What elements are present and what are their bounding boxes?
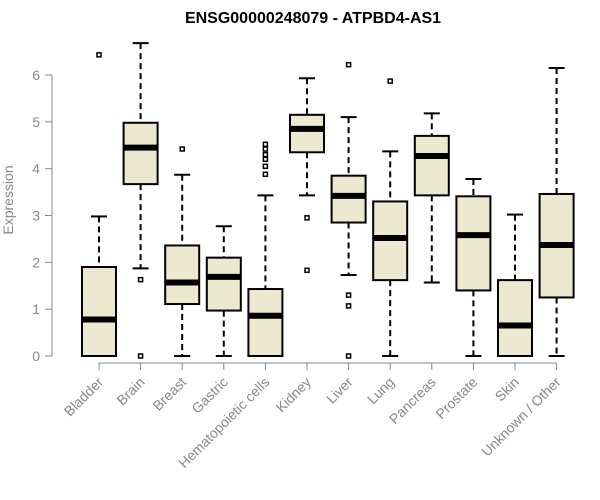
y-tick-label: 3 [32, 208, 40, 224]
box-prostate [455, 177, 492, 357]
box-lung [372, 78, 409, 357]
outlier-point [262, 146, 269, 152]
outlier-point [262, 151, 269, 158]
y-tick-label: 1 [32, 301, 40, 317]
outlier-point [345, 353, 352, 359]
outlier-point [262, 163, 269, 170]
y-tick-label: 6 [32, 67, 40, 83]
y-tick-label: 2 [32, 254, 40, 270]
iqr-box [497, 279, 533, 358]
box-unknown-other [538, 66, 575, 357]
box-liver [330, 61, 367, 359]
box-gastric [205, 225, 242, 357]
box-bladder [81, 52, 117, 357]
x-tick-label: Breast [149, 374, 189, 414]
y-tick-label: 5 [32, 114, 40, 130]
chart-title: ENSG00000248079 - ATPBD4-AS1 [185, 10, 441, 27]
outlier-point [345, 292, 352, 298]
iqr-box [413, 134, 450, 197]
iqr-box [330, 174, 367, 224]
x-tick-label: Lung [364, 374, 397, 407]
outlier-point [387, 78, 393, 84]
box-skin [497, 213, 533, 358]
boxes-group [81, 42, 575, 359]
x-tick-label: Skin [492, 374, 523, 405]
outlier-point [137, 353, 144, 359]
iqr-box [247, 288, 284, 357]
outlier-point [262, 141, 269, 148]
box-pancreas [413, 112, 450, 284]
box-breast [164, 146, 201, 357]
iqr-box [164, 244, 201, 306]
outlier-point [262, 171, 269, 178]
box-kidney [289, 77, 325, 274]
box-hematopoietic-cells [247, 141, 284, 357]
x-tick-label: Prostate [432, 374, 480, 422]
iqr-box [455, 195, 492, 292]
x-tick-label: Kidney [273, 374, 315, 416]
outlier-point [304, 215, 310, 221]
y-tick-label: 0 [32, 348, 40, 364]
y-tick-label: 4 [32, 161, 40, 177]
x-tick-label: Brain [113, 374, 147, 408]
outlier-point [262, 156, 269, 163]
iqr-box [81, 266, 117, 357]
outlier-point [137, 276, 144, 283]
y-axis: 0 1 2 3 4 5 6 [32, 67, 53, 364]
x-tick-label: Bladder [61, 374, 107, 420]
y-axis-label: Expression [0, 165, 16, 234]
outlier-point [304, 267, 310, 274]
iqr-box [205, 256, 242, 312]
outlier-point [179, 146, 185, 152]
x-tick-label: Liver [323, 374, 356, 407]
iqr-box [122, 121, 159, 186]
box-brain [122, 42, 159, 359]
x-tick-label: Unknown / Other [478, 374, 564, 460]
iqr-box [289, 113, 325, 154]
outlier-point [345, 61, 352, 68]
outlier-point [345, 303, 352, 309]
outlier-point [96, 52, 102, 58]
